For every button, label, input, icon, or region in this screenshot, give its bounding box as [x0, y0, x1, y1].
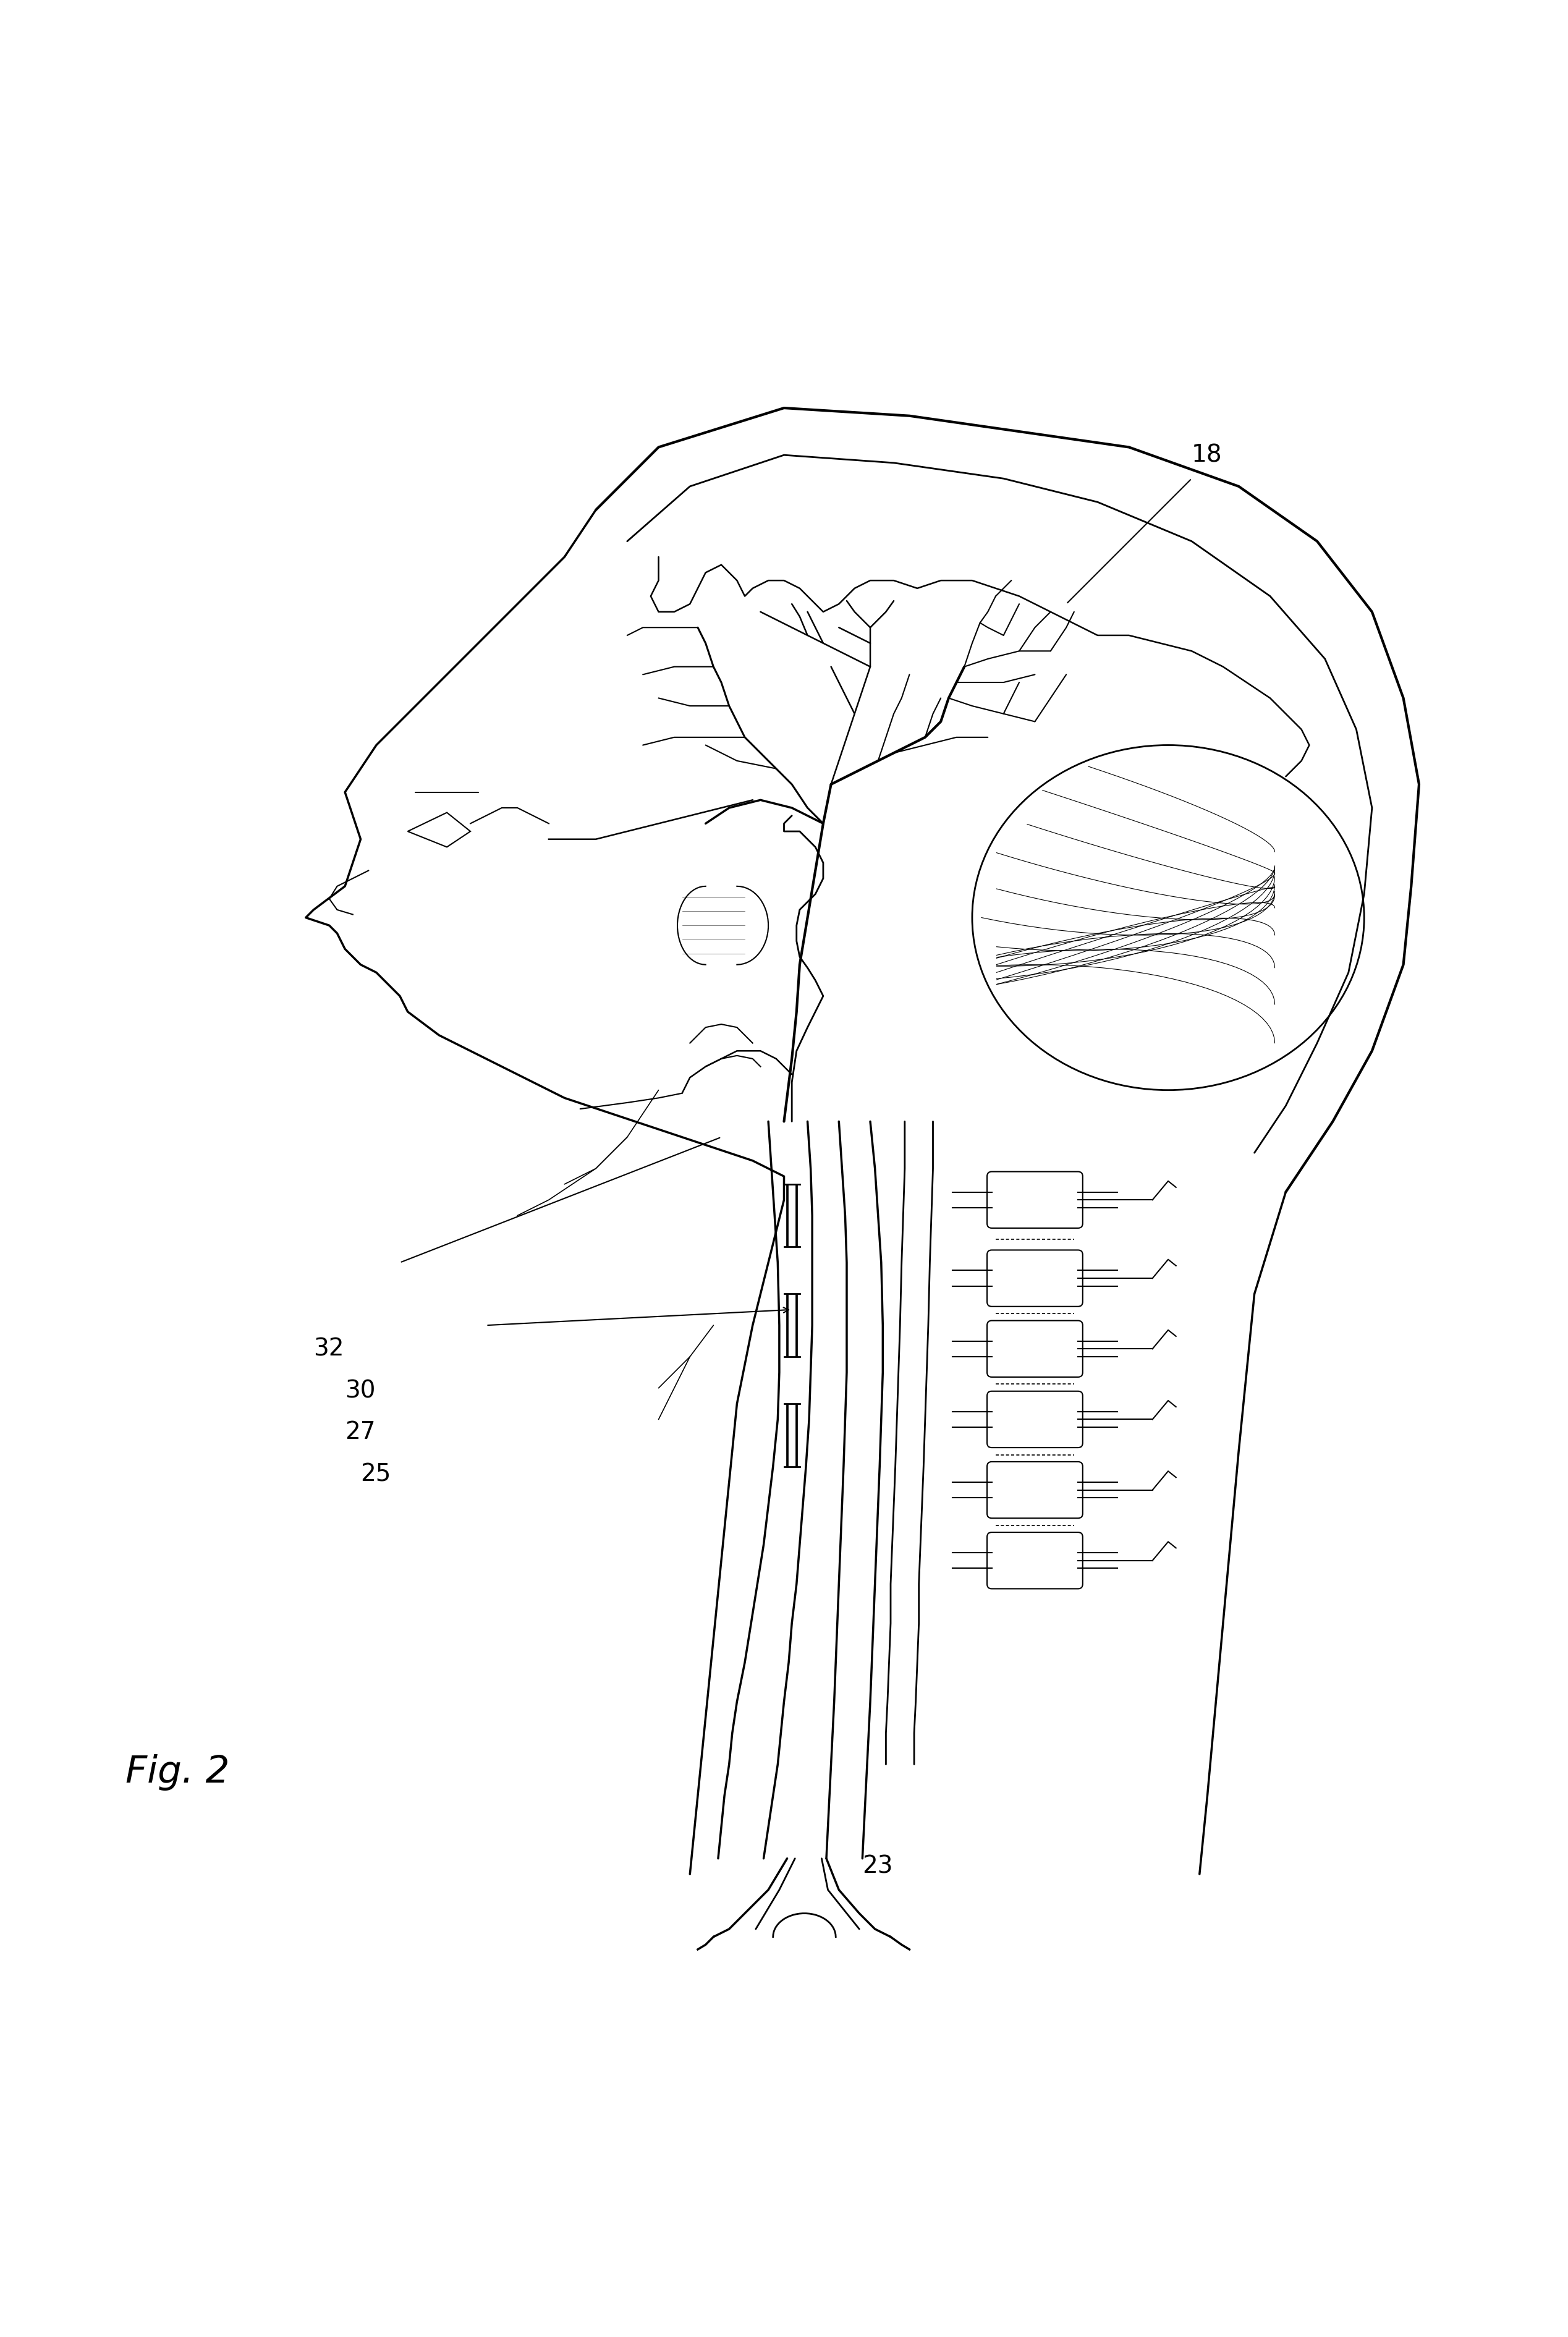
Text: 18: 18: [1192, 444, 1223, 467]
Text: 30: 30: [345, 1379, 376, 1402]
Text: 23: 23: [862, 1856, 894, 1879]
Text: 25: 25: [361, 1463, 390, 1486]
Text: 32: 32: [314, 1337, 345, 1360]
Text: 27: 27: [345, 1421, 376, 1444]
Text: Fig. 2: Fig. 2: [125, 1755, 229, 1790]
